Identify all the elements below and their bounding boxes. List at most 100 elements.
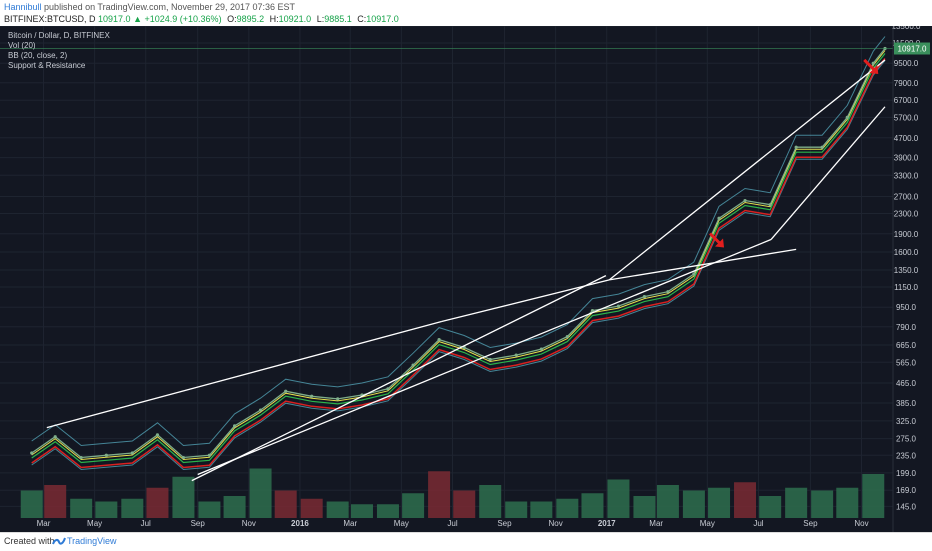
- red-arrow-icon: [708, 232, 725, 248]
- x-tick-label: Nov: [242, 519, 256, 528]
- price-point: [845, 115, 849, 119]
- y-tick-label: 2300.0: [894, 210, 919, 219]
- low-value: 9885.1: [324, 14, 352, 24]
- y-tick-label: 385.0: [896, 399, 917, 408]
- x-tick-label: Mar: [649, 519, 663, 528]
- x-tick-label: Jul: [447, 519, 457, 528]
- y-tick-label: 465.0: [896, 379, 917, 388]
- volume-bar: [836, 487, 859, 518]
- volume-bar: [274, 490, 297, 518]
- price-point: [104, 453, 108, 457]
- support-lower-1-line: [191, 275, 607, 482]
- y-tick-label: 1150.0: [894, 283, 918, 292]
- x-tick-label: Sep: [497, 519, 512, 528]
- volume-bar: [223, 496, 246, 518]
- volume-bar: [300, 498, 323, 518]
- volume-bar: [20, 490, 43, 518]
- x-tick-label: May: [700, 519, 715, 528]
- last-price: 10917.0: [98, 14, 131, 24]
- volume-bar: [581, 493, 604, 518]
- price-point: [284, 389, 288, 393]
- y-tick-label: 4700.0: [894, 134, 919, 143]
- volume-bar: [428, 471, 451, 518]
- open-value: 9895.2: [236, 14, 265, 24]
- legend-item: Vol (20): [8, 41, 36, 50]
- volume-bar: [198, 501, 221, 518]
- price-point: [692, 272, 696, 276]
- high-label: H:: [269, 14, 279, 24]
- volume-bar: [759, 496, 782, 518]
- volume-bar: [95, 501, 118, 518]
- bb-lower-band: [31, 60, 886, 471]
- x-tick-label: 2017: [598, 519, 616, 528]
- close-label: C:: [357, 14, 367, 24]
- volume-bar: [70, 498, 93, 518]
- legend-item: BB (20, close, 2): [8, 51, 67, 60]
- x-tick-label: Jul: [141, 519, 151, 528]
- volume-bar: [249, 468, 272, 518]
- volume-bar: [376, 504, 399, 518]
- price-point: [717, 216, 721, 220]
- y-tick-label: 565.0: [896, 358, 917, 367]
- x-axis: Mar May Jul Sep Nov 2016 Mar May Jul Sep Nov 2017 Ma…: [37, 26, 869, 528]
- author-link[interactable]: Hannibull: [4, 2, 42, 12]
- arrow-head: [869, 64, 879, 74]
- y-tick-label: 275.0: [896, 435, 917, 444]
- close-value: 10917.0: [366, 14, 399, 24]
- ma-yellow-line: [31, 50, 886, 461]
- y-tick-label: 1900.0: [894, 230, 919, 239]
- x-tick-label: May: [87, 519, 102, 528]
- price-point: [616, 304, 621, 308]
- x-tick-label: Jul: [753, 519, 763, 528]
- tradingview-link[interactable]: TradingView: [67, 536, 117, 546]
- price-point: [768, 203, 772, 207]
- volume-bar: [708, 487, 731, 518]
- volume-bar: [402, 493, 425, 518]
- volume-bar: [172, 476, 195, 518]
- ohlc-line: BITFINEX:BTCUSD, D 10917.0 ▲ +1024.9 (+1…: [4, 13, 399, 26]
- volume-bar: [146, 487, 169, 518]
- price-point: [794, 145, 798, 149]
- price-point: [666, 290, 670, 294]
- volume-bar: [350, 504, 373, 518]
- price-point: [411, 363, 415, 367]
- chart-background: [0, 26, 932, 532]
- support-lower-3-line: [770, 106, 886, 240]
- price-change: ▲ +1024.9 (+10.36%): [133, 14, 222, 24]
- y-tick-label: 1350.0: [894, 266, 919, 275]
- y-tick-label: 2700.0: [894, 193, 919, 202]
- y-tick-label: 950.0: [896, 303, 917, 312]
- y-tick-label: 9500.0: [894, 59, 919, 68]
- x-tick-label: Sep: [191, 519, 206, 528]
- price-point: [514, 353, 518, 357]
- y-tick-label: 1600.0: [894, 248, 919, 257]
- last-price-tag-label: 10917.0: [898, 45, 927, 54]
- high-value: 10921.0: [278, 14, 312, 24]
- price-point: [79, 455, 83, 460]
- volume-series: [20, 468, 885, 518]
- volume-bar: [682, 490, 705, 518]
- price-point: [181, 455, 186, 460]
- price-point: [590, 309, 595, 313]
- y-tick-label: 145.0: [896, 502, 917, 511]
- x-tick-label: Mar: [37, 519, 51, 528]
- symbol-label: BITFINEX:BTCUSD, D: [4, 14, 96, 24]
- last-price-tag: [894, 42, 930, 55]
- y-tick-label: 665.0: [896, 341, 917, 350]
- price-chart[interactable]: 13500.011500.09500.07900.06700.05700.047…: [0, 26, 932, 532]
- open-label: O:: [227, 14, 237, 24]
- y-tick-label: 325.0: [896, 417, 917, 426]
- y-tick-label: 7900.0: [894, 79, 919, 88]
- publish-line: Hannibull published on TradingView.com, …: [4, 1, 295, 13]
- volume-bar: [811, 490, 834, 518]
- volume-bar: [453, 490, 476, 518]
- legend-title: Bitcoin / Dollar, D, BITFINEX: [8, 31, 110, 40]
- volume-bar: [505, 501, 528, 518]
- resistance-upper-3-line: [608, 59, 886, 281]
- arrow-head: [715, 238, 725, 248]
- price-point: [30, 451, 34, 455]
- volume-bar: [479, 485, 502, 518]
- y-tick-label: 6700.0: [894, 96, 919, 105]
- x-tick-label: Mar: [343, 519, 357, 528]
